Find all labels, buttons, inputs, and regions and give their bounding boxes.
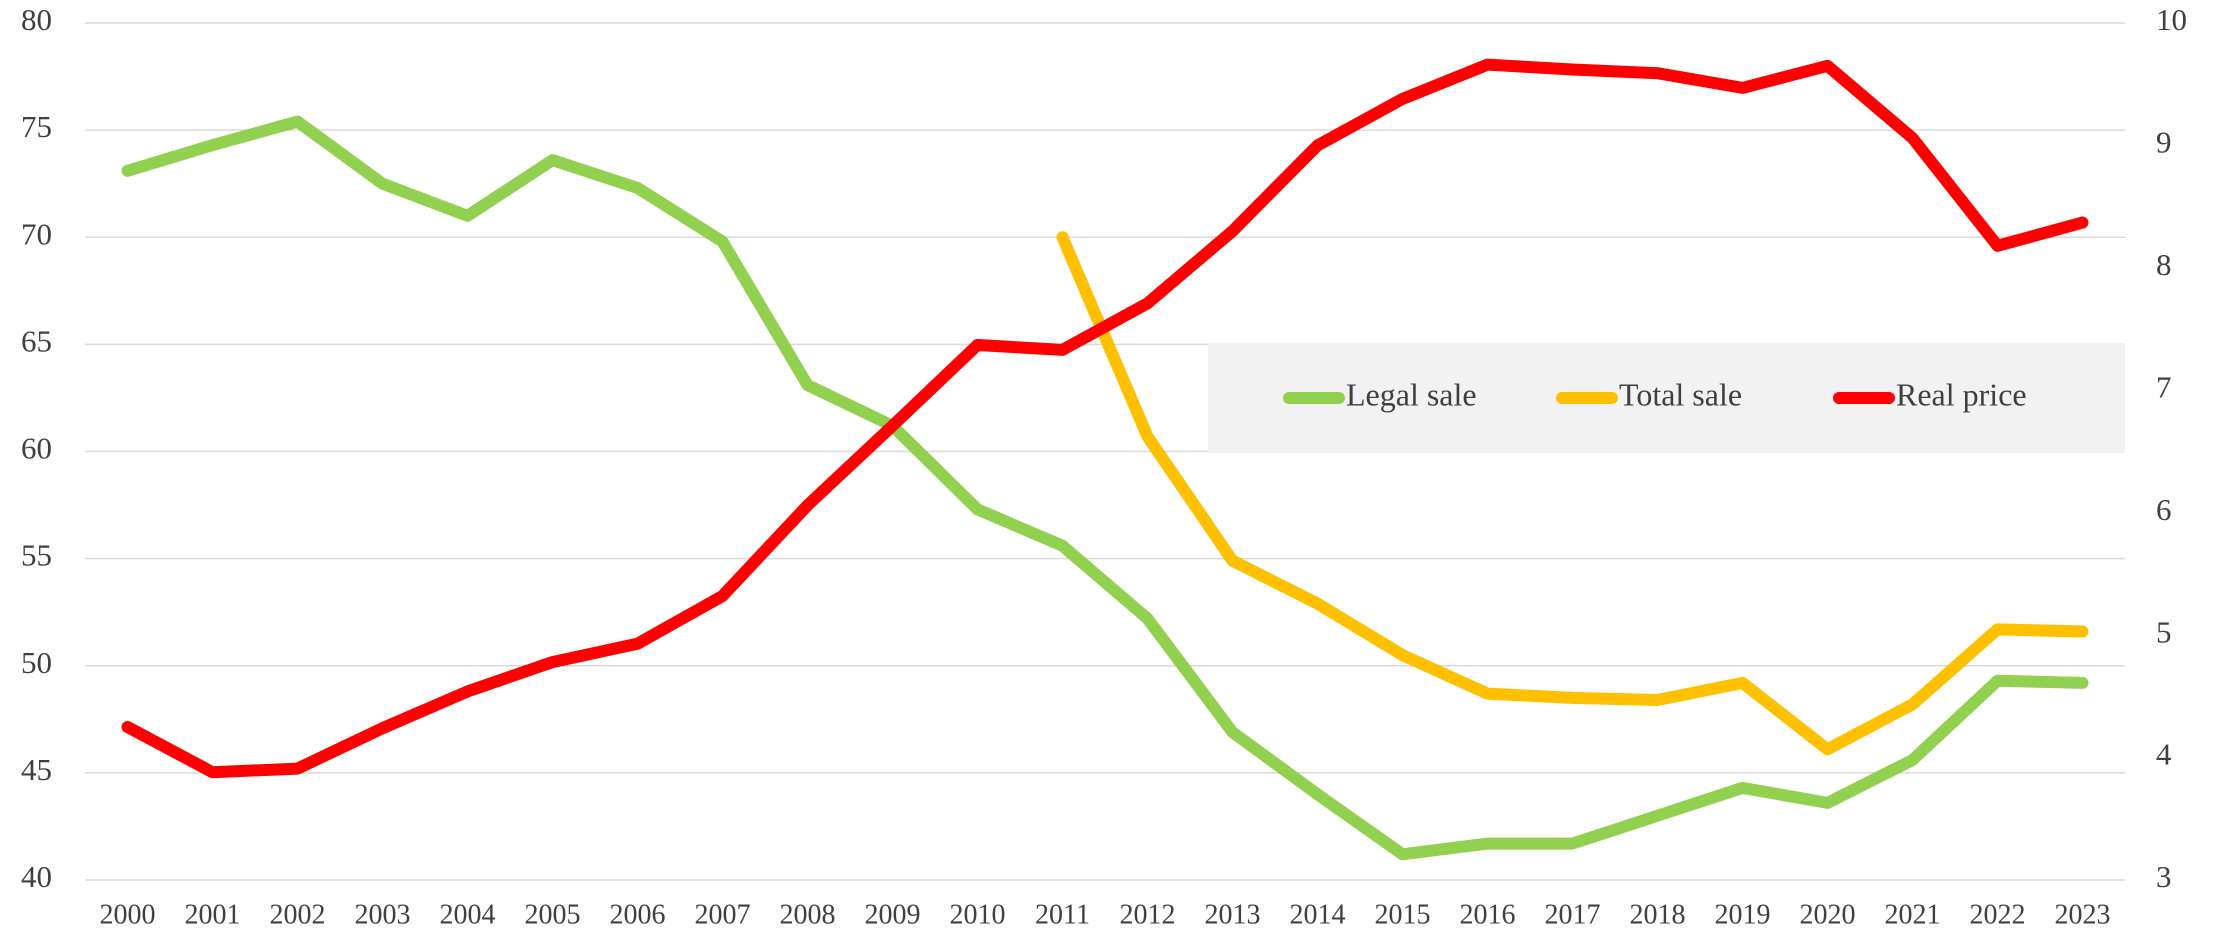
x-tick-label: 2001: [185, 899, 241, 930]
x-tick-label: 2009: [865, 899, 921, 930]
y2-tick-label: 3: [2156, 859, 2172, 894]
x-tick-label: 2016: [1460, 899, 1516, 930]
y-tick-label: 65: [21, 323, 52, 358]
x-tick-label: 2000: [100, 899, 156, 930]
y2-tick-label: 4: [2156, 737, 2172, 772]
legend-label: Real price: [1896, 376, 2027, 412]
legend-label: Legal sale: [1346, 376, 1477, 412]
y-tick-label: 80: [21, 2, 52, 37]
y-tick-label: 50: [21, 645, 52, 680]
x-tick-label: 2017: [1545, 899, 1601, 930]
line-series: [121, 115, 2089, 861]
y2-tick-label: 5: [2156, 614, 2172, 649]
x-tick-label: 2023: [2055, 899, 2111, 930]
y2-tick-label: 6: [2156, 492, 2172, 527]
x-tick-label: 2012: [1120, 899, 1176, 930]
legend-box: [1208, 343, 2125, 453]
y2-tick-label: 9: [2156, 125, 2172, 160]
x-tick-label: 2018: [1630, 899, 1686, 930]
x-tick-label: 2014: [1290, 899, 1346, 930]
x-tick-label: 2020: [1800, 899, 1856, 930]
x-tick-label: 2003: [355, 899, 411, 930]
line-series: [1056, 231, 2089, 756]
x-tick-label: 2015: [1375, 899, 1431, 930]
x-tick-label: 2021: [1885, 899, 1941, 930]
y-tick-label: 40: [21, 859, 52, 894]
x-tick-label: 2013: [1205, 899, 1261, 930]
x-tick-label: 2022: [1970, 899, 2026, 930]
y2-tick-label: 8: [2156, 247, 2172, 282]
x-tick-label: 2019: [1715, 899, 1771, 930]
line-series: [121, 58, 2089, 779]
x-tick-label: 2007: [695, 899, 751, 930]
y-tick-label: 70: [21, 216, 52, 251]
x-tick-label: 2002: [270, 899, 326, 930]
y-tick-label: 55: [21, 538, 52, 573]
y-tick-label: 75: [21, 109, 52, 144]
legend-label: Total sale: [1619, 376, 1742, 412]
y2-tick-label: 10: [2156, 2, 2187, 37]
x-tick-label: 2004: [440, 899, 496, 930]
y-tick-label: 60: [21, 431, 52, 466]
x-tick-label: 2010: [950, 899, 1006, 930]
x-tick-label: 2011: [1035, 899, 1090, 930]
x-tick-label: 2008: [780, 899, 836, 930]
x-tick-label: 2005: [525, 899, 581, 930]
y2-tick-label: 7: [2156, 369, 2172, 404]
y-tick-label: 45: [21, 752, 52, 787]
x-tick-label: 2006: [610, 899, 666, 930]
